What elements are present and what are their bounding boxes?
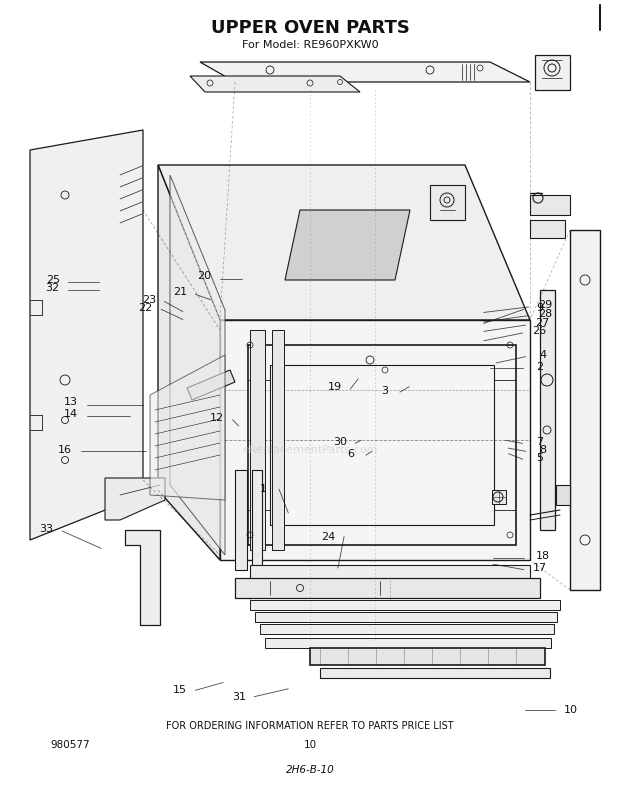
Text: For Model: RE960PXKW0: For Model: RE960PXKW0 [242,40,378,50]
Polygon shape [252,470,262,570]
Polygon shape [570,230,600,590]
Polygon shape [105,478,165,520]
Text: eReplacementParts.com: eReplacementParts.com [242,445,378,455]
Polygon shape [158,165,530,320]
Text: 19: 19 [328,382,342,391]
Text: 4: 4 [539,350,546,360]
Text: 31: 31 [232,692,246,701]
Polygon shape [190,76,360,92]
Text: 24: 24 [322,532,335,541]
Polygon shape [320,668,550,678]
Text: 10: 10 [564,705,577,715]
Text: 12: 12 [210,413,224,423]
Text: 980577: 980577 [50,740,90,750]
Polygon shape [250,565,530,580]
Text: 29: 29 [539,301,552,310]
Text: 15: 15 [173,686,187,695]
Polygon shape [125,530,160,625]
Polygon shape [265,638,551,648]
Polygon shape [30,130,143,540]
Text: 6: 6 [347,449,354,458]
Polygon shape [285,210,410,280]
Text: 20: 20 [198,271,211,281]
Polygon shape [200,62,530,82]
Polygon shape [530,195,570,215]
Text: 7: 7 [536,437,543,447]
Text: 21: 21 [173,287,187,297]
Polygon shape [556,485,570,505]
Polygon shape [310,648,545,665]
Text: 13: 13 [64,398,78,407]
Polygon shape [255,612,557,622]
Text: 25: 25 [46,275,60,285]
Text: 26: 26 [533,327,546,336]
Text: 28: 28 [539,309,552,319]
Polygon shape [272,330,284,550]
Text: 2H6-B-10: 2H6-B-10 [286,765,334,775]
Polygon shape [158,165,220,560]
Text: 16: 16 [58,445,72,454]
Polygon shape [250,600,560,610]
Polygon shape [250,330,265,550]
Text: 5: 5 [536,453,543,462]
Text: 10: 10 [303,740,317,750]
Text: 8: 8 [539,445,546,454]
Polygon shape [150,355,225,500]
Text: UPPER OVEN PARTS: UPPER OVEN PARTS [211,19,409,37]
Text: 9: 9 [536,303,543,312]
Text: 23: 23 [142,295,156,305]
Polygon shape [235,578,540,598]
Text: 17: 17 [533,563,546,573]
Polygon shape [220,320,530,560]
Text: 3: 3 [381,386,388,395]
Polygon shape [235,470,247,570]
Text: 32: 32 [46,283,60,293]
Text: 27: 27 [536,319,549,328]
Text: 14: 14 [64,409,78,419]
Polygon shape [530,220,565,238]
Text: 2: 2 [536,362,543,372]
Text: 33: 33 [40,524,53,533]
Polygon shape [260,624,554,634]
Polygon shape [540,290,555,530]
Text: 18: 18 [536,552,549,561]
Polygon shape [170,175,225,555]
Text: FOR ORDERING INFORMATION REFER TO PARTS PRICE LIST: FOR ORDERING INFORMATION REFER TO PARTS … [166,721,454,731]
Polygon shape [187,370,235,400]
Polygon shape [430,185,465,220]
Text: 30: 30 [333,437,347,447]
Bar [492,490,506,504]
Polygon shape [535,55,570,90]
Text: 1: 1 [260,484,267,494]
Text: 22: 22 [139,303,153,312]
